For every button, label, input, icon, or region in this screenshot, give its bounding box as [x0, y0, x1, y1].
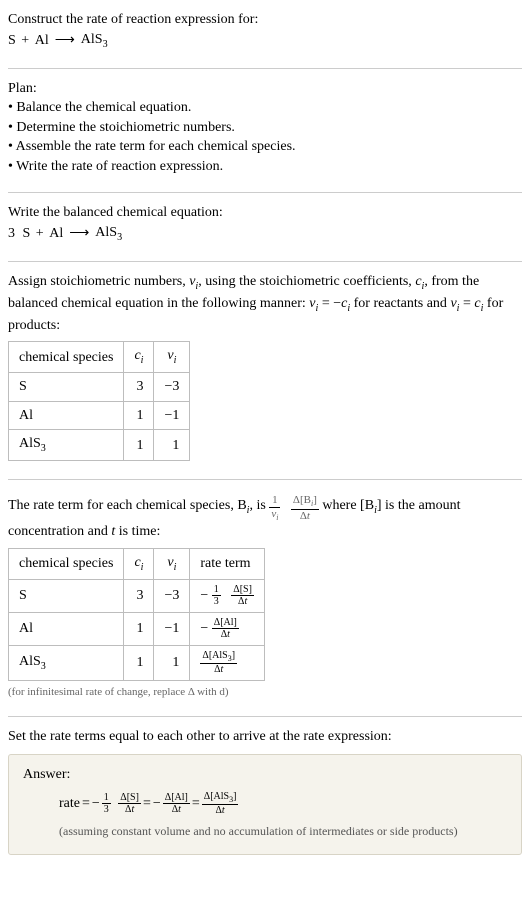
cell-nu: −1: [154, 612, 190, 645]
plus: +: [18, 31, 33, 51]
cell-c: 1: [124, 612, 154, 645]
stoich-table: chemical species ci νi S 3 −3 Al 1 −1 Al…: [8, 341, 190, 461]
balanced-label: Write the balanced chemical equation:: [8, 203, 522, 223]
fraction: Δ[Bi] Δt: [291, 494, 319, 522]
unbalanced-equation: S + Al ⟶ AlS3: [8, 30, 522, 52]
stoich-intro: Assign stoichiometric numbers, νi, using…: [8, 272, 522, 335]
plan-section: Plan: • Balance the chemical equation. •…: [8, 75, 522, 187]
cell-nu: 1: [154, 645, 190, 680]
plan-item: • Balance the chemical equation.: [8, 98, 522, 118]
setequal-text: Set the rate terms equal to each other t…: [8, 727, 522, 747]
answer-note: (assuming constant volume and no accumul…: [23, 823, 507, 840]
cell-c: 3: [124, 373, 154, 402]
col-nui: νi: [154, 342, 190, 373]
col-ci: ci: [124, 548, 154, 579]
coef-3: 3: [8, 224, 15, 244]
cell-nu: −3: [154, 373, 190, 402]
fraction: Δ[S]Δt: [231, 584, 254, 608]
table-row: chemical species ci νi rate term: [9, 548, 265, 579]
species-Al: Al: [35, 31, 49, 51]
cell-species: Al: [9, 612, 124, 645]
cell-nu: −1: [154, 401, 190, 430]
cell-c: 1: [124, 645, 154, 680]
table-row: AlS3 1 1 Δ[AlS3]Δt: [9, 645, 265, 680]
fraction: 1 νi: [269, 494, 280, 522]
balanced-equation: 3 S + Al ⟶ AlS3: [8, 223, 522, 245]
rateterm-table: chemical species ci νi rate term S 3 −3 …: [8, 548, 265, 681]
fraction: Δ[AlS3]Δt: [200, 650, 237, 676]
answer-expression: rate = − 13 Δ[S]Δt = − Δ[Al]Δt = Δ[AlS3]…: [23, 791, 507, 817]
species-AlS3: AlS3: [81, 30, 108, 52]
rateterm-section: The rate term for each chemical species,…: [8, 486, 522, 710]
col-species: chemical species: [9, 548, 124, 579]
rate-word: rate: [59, 794, 80, 814]
answer-box: Answer: rate = − 13 Δ[S]Δt = − Δ[Al]Δt =…: [8, 754, 522, 854]
cell-species: AlS3: [9, 430, 124, 461]
species-AlS3: AlS3: [95, 223, 122, 245]
plus: +: [32, 224, 47, 244]
plan-item: • Determine the stoichiometric numbers.: [8, 118, 522, 138]
table-row: AlS3 1 1: [9, 430, 190, 461]
cell-c: 1: [124, 430, 154, 461]
divider: [8, 716, 522, 717]
stoich-section: Assign stoichiometric numbers, νi, using…: [8, 268, 522, 473]
bullet-icon: •: [8, 100, 13, 115]
prompt-text: Construct the rate of reaction expressio…: [8, 10, 522, 30]
bullet-icon: •: [8, 120, 13, 135]
divider: [8, 68, 522, 69]
plan-title: Plan:: [8, 79, 522, 99]
cell-rateterm: − Δ[Al]Δt: [190, 612, 265, 645]
divider: [8, 192, 522, 193]
divider: [8, 261, 522, 262]
problem-header: Construct the rate of reaction expressio…: [8, 6, 522, 62]
table-row: S 3 −3: [9, 373, 190, 402]
cell-species: S: [9, 579, 124, 612]
table-footnote: (for infinitesimal rate of change, repla…: [8, 685, 522, 700]
col-species: chemical species: [9, 342, 124, 373]
cell-nu: −3: [154, 579, 190, 612]
col-rateterm: rate term: [190, 548, 265, 579]
reaction-arrow-icon: ⟶: [65, 224, 93, 244]
cell-c: 3: [124, 579, 154, 612]
col-nui: νi: [154, 548, 190, 579]
species-Al: Al: [49, 224, 63, 244]
table-row: Al 1 −1: [9, 401, 190, 430]
cell-nu: 1: [154, 430, 190, 461]
fraction: Δ[AlS3]Δt: [202, 791, 239, 817]
bullet-icon: •: [8, 139, 13, 154]
plan-item: • Assemble the rate term for each chemic…: [8, 137, 522, 157]
cell-rateterm: Δ[AlS3]Δt: [190, 645, 265, 680]
cell-species: Al: [9, 401, 124, 430]
answer-label: Answer:: [23, 765, 507, 785]
species-S: S: [23, 224, 31, 244]
cell-species: S: [9, 373, 124, 402]
bullet-icon: •: [8, 159, 13, 174]
fraction: Δ[Al]Δt: [212, 617, 239, 641]
fraction: 13: [102, 792, 111, 816]
cell-rateterm: − 13 Δ[S]Δt: [190, 579, 265, 612]
balanced-section: Write the balanced chemical equation: 3 …: [8, 199, 522, 255]
cell-species: AlS3: [9, 645, 124, 680]
reaction-arrow-icon: ⟶: [51, 31, 79, 51]
cell-c: 1: [124, 401, 154, 430]
table-row: Al 1 −1 − Δ[Al]Δt: [9, 612, 265, 645]
fraction: Δ[Al]Δt: [163, 792, 190, 816]
divider: [8, 479, 522, 480]
fraction: Δ[S]Δt: [118, 792, 141, 816]
col-ci: ci: [124, 342, 154, 373]
setequal-section: Set the rate terms equal to each other t…: [8, 723, 522, 865]
table-row: chemical species ci νi: [9, 342, 190, 373]
fraction: 13: [212, 584, 221, 608]
table-row: S 3 −3 − 13 Δ[S]Δt: [9, 579, 265, 612]
species-S: S: [8, 31, 16, 51]
rateterm-intro: The rate term for each chemical species,…: [8, 490, 522, 542]
plan-item: • Write the rate of reaction expression.: [8, 157, 522, 177]
